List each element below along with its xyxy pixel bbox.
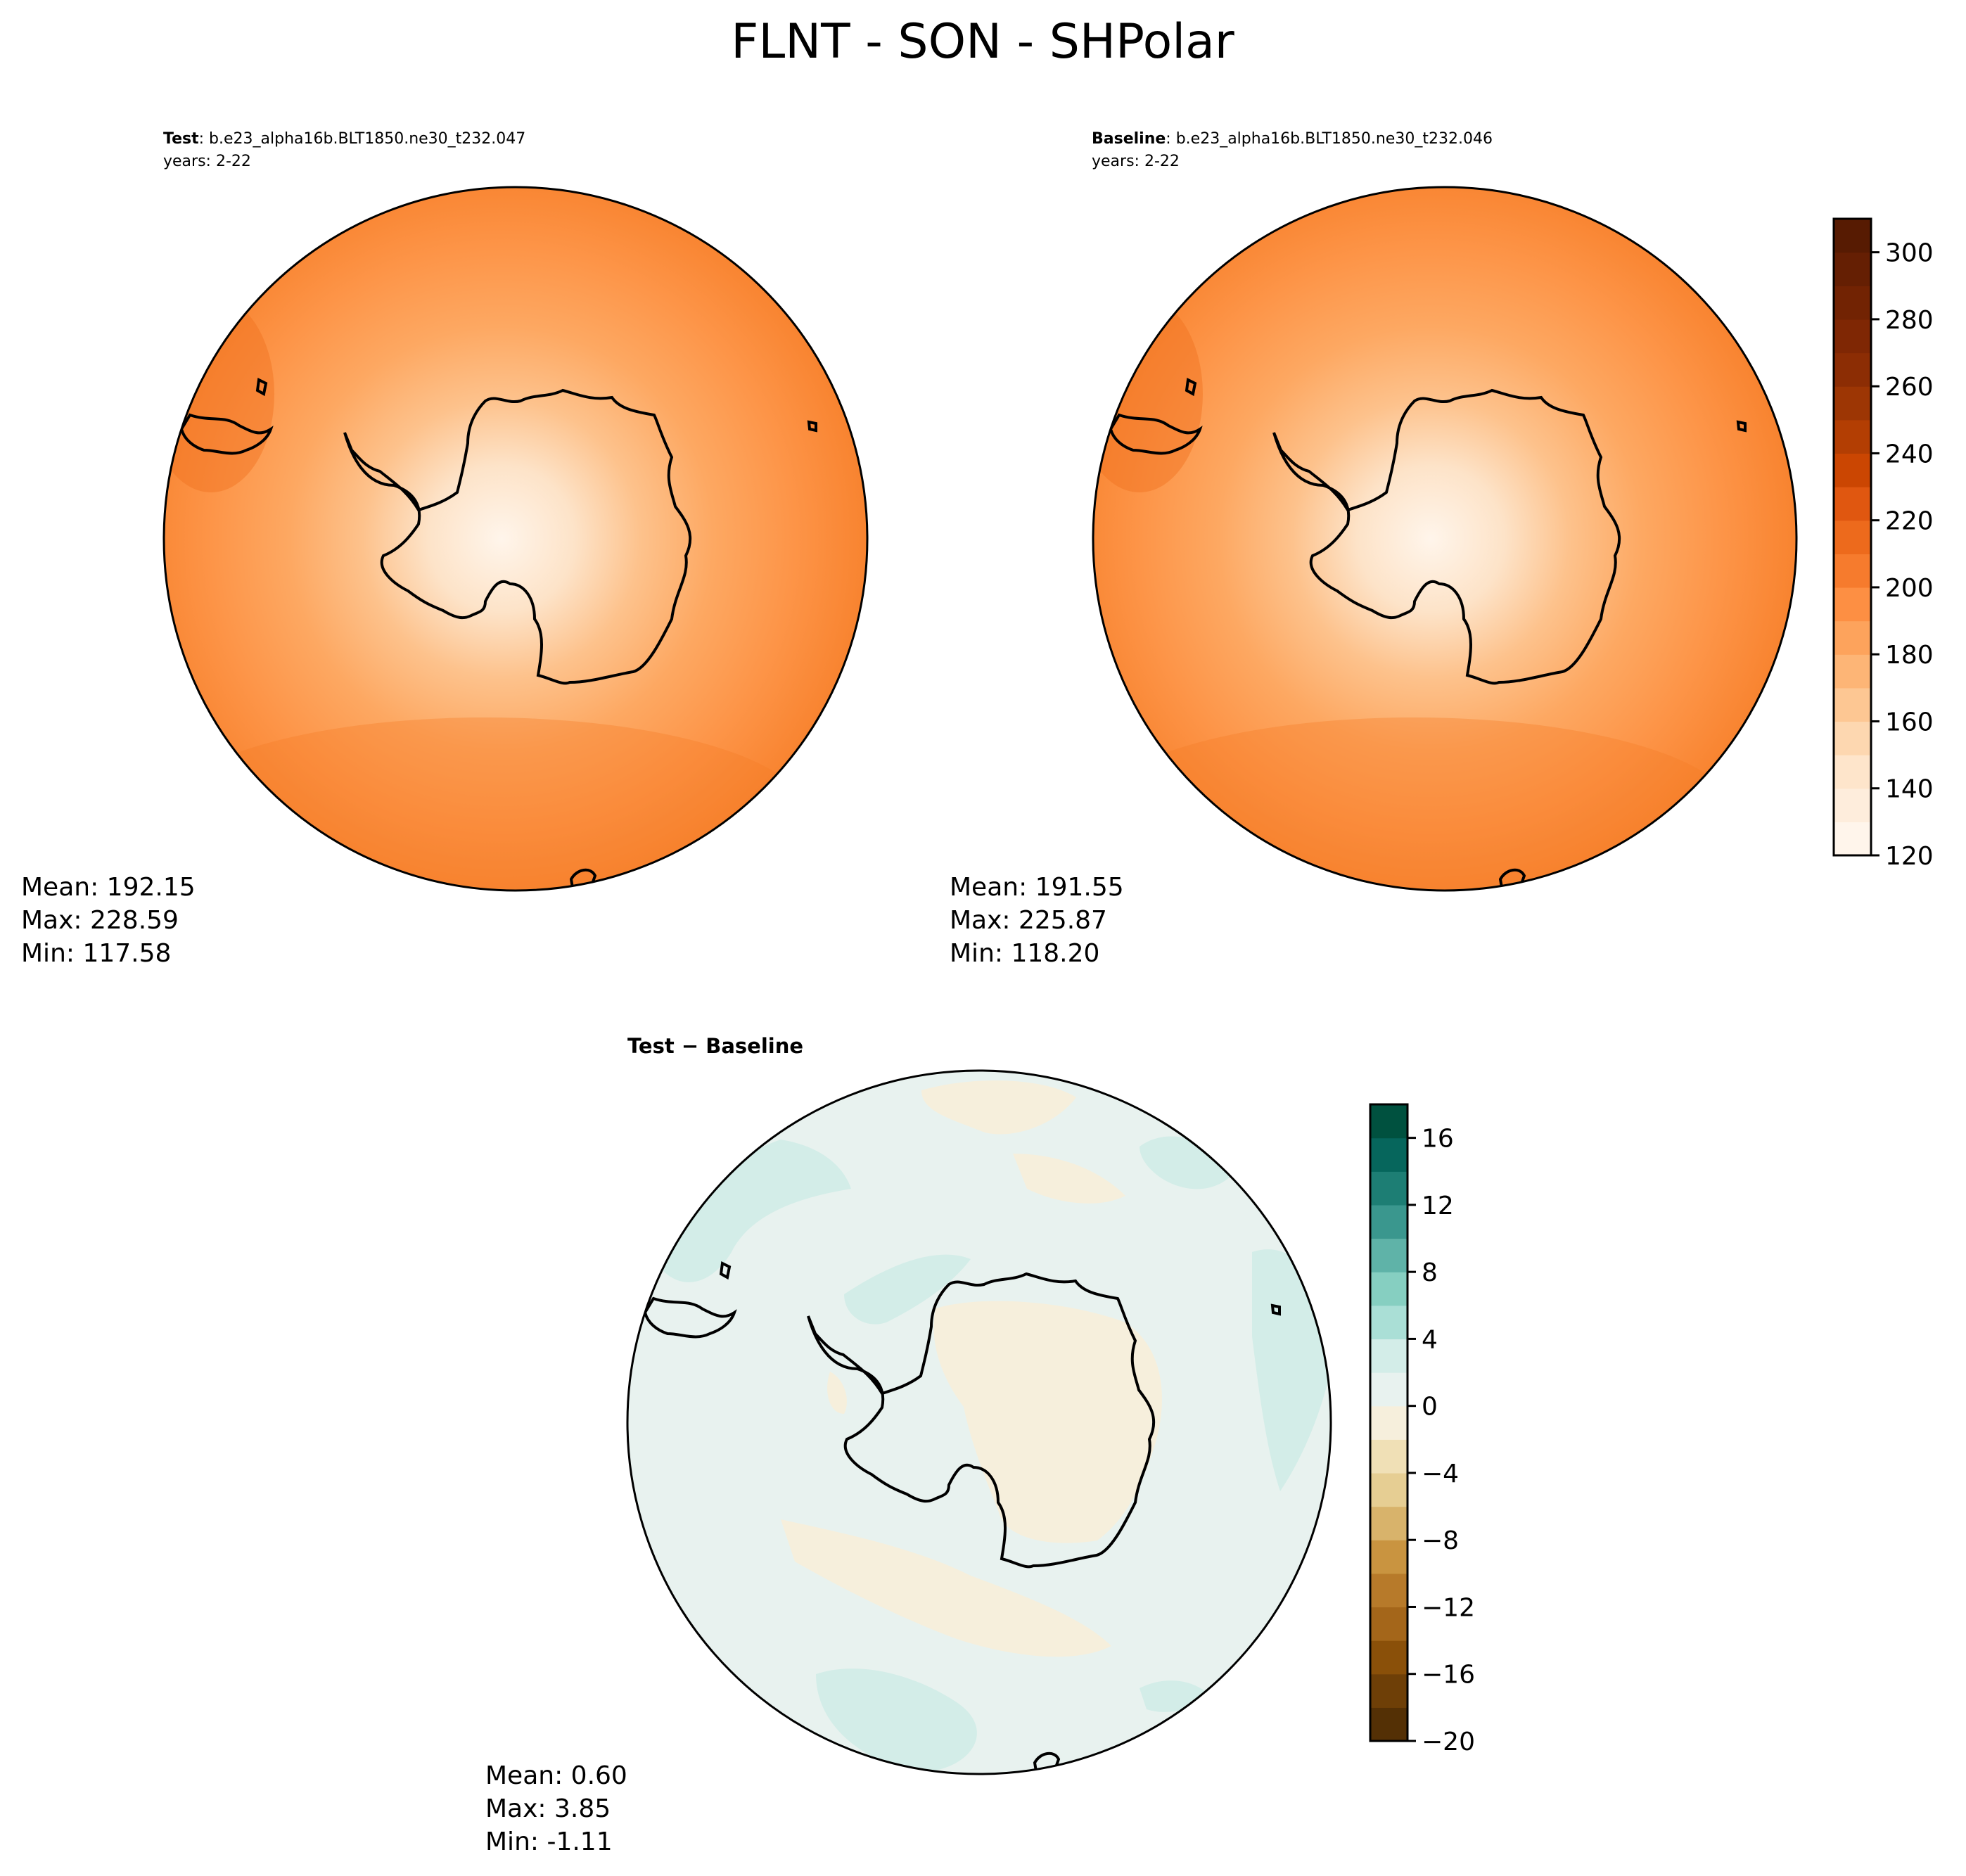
diff-mean: Mean: 0.60	[485, 1761, 627, 1790]
colorbar-segment	[1370, 1439, 1408, 1474]
colorbar-segment	[1834, 687, 1871, 722]
test-panel: Test: b.e23_alpha16b.BLT1850.ne30_t232.0…	[21, 130, 869, 968]
baseline-mean: Mean: 191.55	[950, 873, 1124, 902]
test-map	[164, 187, 867, 891]
colorbar-segment	[1834, 554, 1871, 588]
test-years: years: 2-22	[163, 153, 251, 170]
baseline-colorbar: 120 140 160 180 200 220 240 260 280 300	[1832, 217, 1934, 871]
colorbar-segment	[1834, 286, 1871, 320]
colorbar-tick-label: −4	[1422, 1460, 1459, 1488]
colorbar-segment	[1370, 1372, 1408, 1407]
test-mean: Mean: 192.15	[21, 873, 196, 902]
colorbar-segment	[1834, 587, 1871, 622]
colorbar-tick-label: 220	[1885, 507, 1934, 536]
colorbar-tick-label: −8	[1422, 1526, 1459, 1555]
colorbar-segment	[1834, 453, 1871, 487]
colorbar-tick-label: 200	[1885, 574, 1934, 603]
colorbar-segment	[1834, 654, 1871, 689]
colorbar-segment	[1370, 1640, 1408, 1675]
test-case: : b.e23_alpha16b.BLT1850.ne30_t232.047	[199, 130, 526, 148]
colorbar-segment	[1834, 386, 1871, 421]
diff-max: Max: 3.85	[485, 1794, 611, 1823]
baseline-years: years: 2-22	[1092, 153, 1180, 170]
colorbar-segment	[1370, 1104, 1408, 1139]
colorbar-tick-label: 140	[1885, 775, 1934, 804]
colorbar-tick-label: −12	[1422, 1593, 1475, 1622]
colorbar-segment	[1370, 1171, 1408, 1206]
test-header: Test: b.e23_alpha16b.BLT1850.ne30_t232.0…	[163, 130, 525, 148]
colorbar-tick-label: 16	[1422, 1125, 1454, 1154]
baseline-panel: Baseline: b.e23_alpha16b.BLT1850.ne30_t2…	[950, 130, 1934, 968]
colorbar-segment	[1834, 822, 1871, 856]
colorbar-tick-label: 240	[1885, 440, 1934, 468]
colorbar-segment	[1834, 252, 1871, 286]
colorbar-segment	[1370, 1707, 1408, 1742]
colorbar-tick-label: 0	[1422, 1393, 1438, 1422]
colorbar-tick-label: 160	[1885, 708, 1934, 736]
colorbar-segment	[1370, 1204, 1408, 1239]
colorbar-tick-label: 260	[1885, 373, 1934, 402]
test-map-border	[162, 186, 869, 892]
colorbar-segment	[1834, 620, 1871, 655]
colorbar-tick-label: 8	[1422, 1258, 1438, 1287]
baseline-case: : b.e23_alpha16b.BLT1850.ne30_t232.046	[1166, 130, 1493, 148]
baseline-max: Max: 225.87	[950, 906, 1107, 935]
diff-map	[627, 1071, 1331, 1774]
colorbar-segment	[1370, 1137, 1408, 1172]
test-min: Min: 117.58	[21, 939, 171, 968]
colorbar-segment	[1370, 1673, 1408, 1708]
colorbar-ticks: −20 −16 −12 −8 −4 0 4 8 12 16	[1408, 1125, 1475, 1756]
colorbar-segment	[1834, 788, 1871, 822]
colorbar-segment	[1834, 219, 1871, 253]
antarctica-outline	[643, 1261, 1281, 1773]
colorbar-segment	[1834, 352, 1871, 387]
diff-map-border	[626, 1069, 1332, 1775]
diff-colorbar: −20 −16 −12 −8 −4 0 4 8 12 16	[1369, 1103, 1475, 1756]
colorbar-tick-label: 180	[1885, 641, 1934, 670]
colorbar-segment	[1834, 520, 1871, 554]
colorbar-tick-label: 300	[1885, 239, 1934, 268]
diff-min: Min: -1.11	[485, 1827, 613, 1856]
colorbar-tick-label: 12	[1422, 1192, 1454, 1220]
colorbar-segment	[1370, 1573, 1408, 1608]
baseline-label: Baseline	[1092, 130, 1166, 148]
colorbar-segment	[1370, 1472, 1408, 1507]
diff-panel: Test − Baseline	[485, 1034, 1475, 1856]
diff-negative-patches	[781, 1080, 1162, 1657]
colorbar-segment	[1370, 1238, 1408, 1272]
colorbar-segment	[1834, 755, 1871, 789]
colorbar-segment	[1834, 721, 1871, 755]
figure-title: FLNT - SON - SHPolar	[731, 14, 1234, 70]
test-label: Test	[163, 130, 199, 148]
baseline-map	[1093, 187, 1796, 891]
colorbar-segment	[1370, 1607, 1408, 1641]
colorbar-tick-label: 280	[1885, 306, 1934, 335]
baseline-min: Min: 118.20	[950, 939, 1099, 968]
colorbar-segment	[1834, 419, 1871, 454]
colorbar-segment	[1370, 1405, 1408, 1440]
colorbar-tick-label: 4	[1422, 1325, 1438, 1354]
antarctica-outline	[179, 377, 817, 889]
colorbar-tick-label: −20	[1422, 1728, 1475, 1756]
colorbar-segment	[1834, 487, 1871, 521]
colorbar-segments	[1834, 219, 1871, 856]
colorbar-frame	[1369, 1103, 1409, 1742]
colorbar-segment	[1370, 1272, 1408, 1306]
diff-title: Test − Baseline	[627, 1034, 803, 1058]
colorbar-segments	[1370, 1104, 1408, 1742]
colorbar-tick-label: −16	[1422, 1661, 1475, 1690]
colorbar-segment	[1370, 1305, 1408, 1340]
colorbar-ticks: 120 140 160 180 200 220 240 260 280 300	[1871, 239, 1934, 871]
antarctica-outline	[1109, 377, 1747, 889]
colorbar-segment	[1370, 1506, 1408, 1540]
colorbar-segment	[1370, 1540, 1408, 1574]
baseline-header: Baseline: b.e23_alpha16b.BLT1850.ne30_t2…	[1092, 130, 1493, 148]
colorbar-segment	[1370, 1339, 1408, 1373]
colorbar-tick-label: 120	[1885, 842, 1934, 871]
colorbar-segment	[1834, 319, 1871, 354]
baseline-map-border	[1092, 186, 1798, 892]
test-max: Max: 228.59	[21, 906, 179, 935]
colorbar-frame	[1832, 217, 1872, 857]
